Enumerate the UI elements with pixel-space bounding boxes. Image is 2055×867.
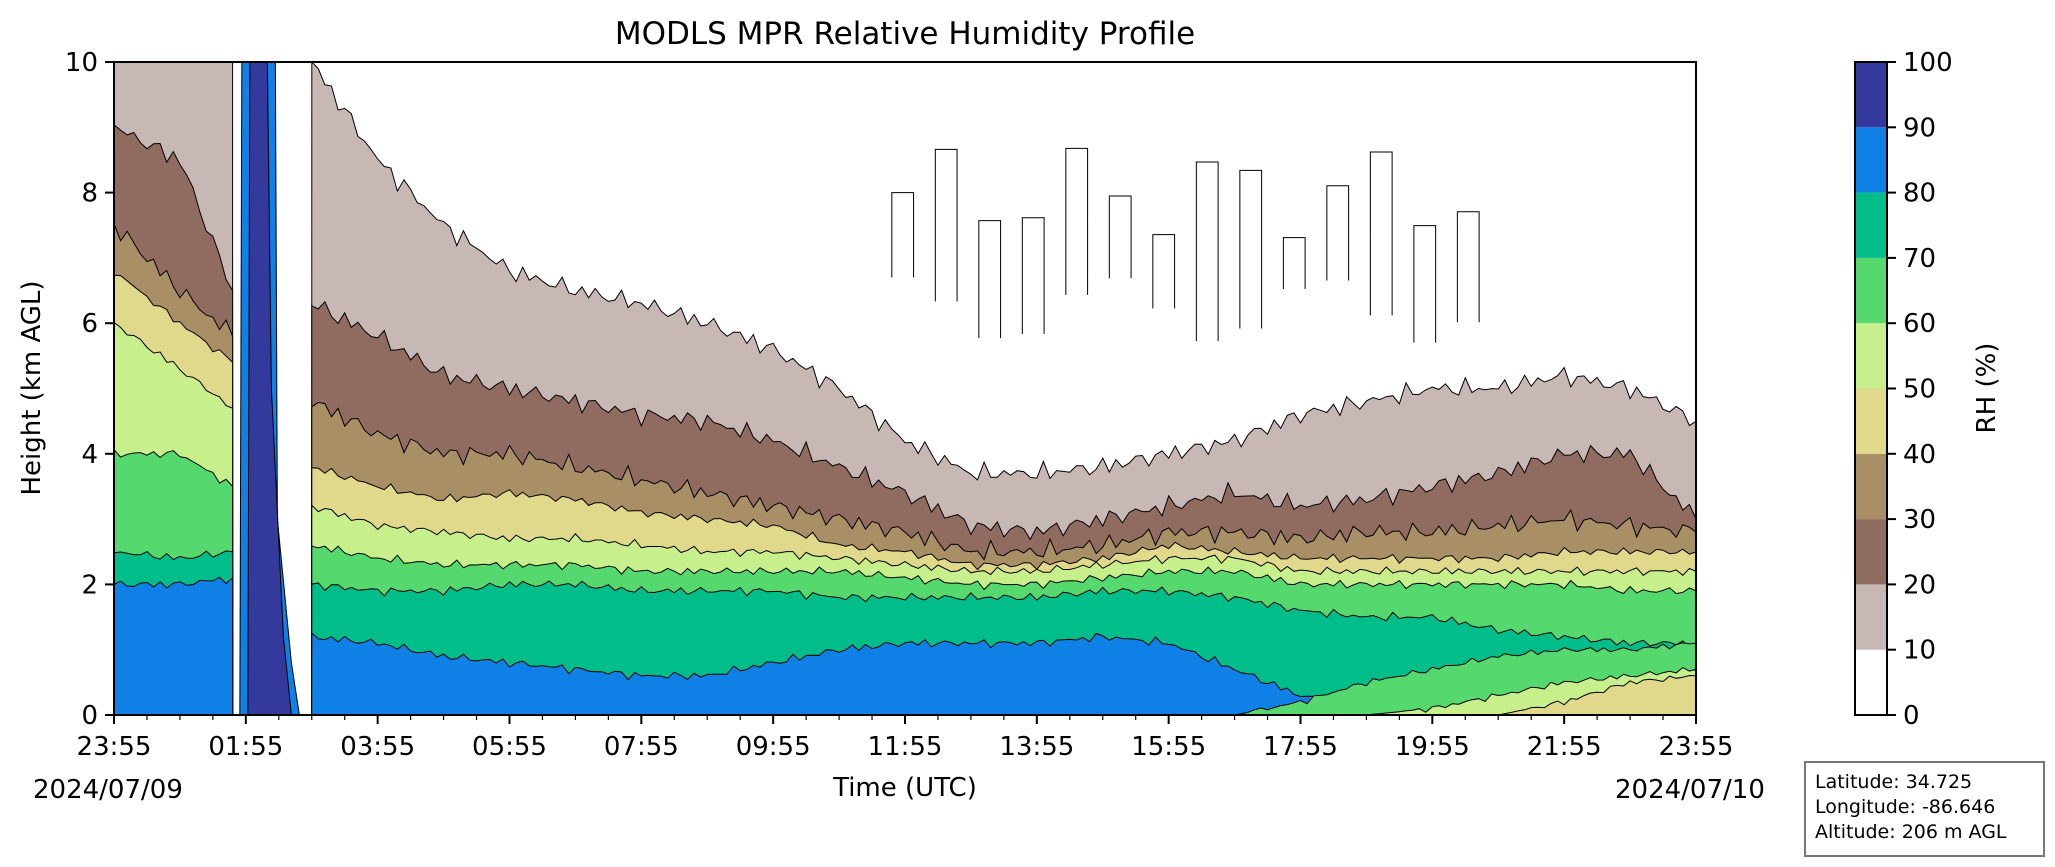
colorbar-swatch: [1855, 127, 1887, 193]
x-tick-label: 21:55: [1527, 732, 1602, 762]
x-tick-label: 03:55: [340, 732, 415, 762]
x-tick-label: 19:55: [1395, 732, 1470, 762]
colorbar-tick-label: 90: [1903, 113, 1936, 143]
colorbar-tick-label: 30: [1903, 505, 1936, 535]
x-tick-label: 23:55: [1659, 732, 1734, 762]
colorbar-tick-label: 40: [1903, 440, 1936, 470]
colorbar-swatch: [1855, 62, 1887, 128]
x-axis-label: Time (UTC): [832, 773, 977, 803]
colorbar-tick-label: 10: [1903, 636, 1936, 666]
colorbar-tick-label: 60: [1903, 309, 1936, 339]
moist-column-core: [247, 62, 292, 715]
y-tick-label: 4: [81, 440, 98, 470]
colorbar-tick-label: 50: [1903, 375, 1936, 405]
colorbar-swatch: [1855, 453, 1887, 520]
latitude-text: Latitude: 34.725: [1815, 771, 1973, 793]
station-info-box: Latitude: 34.725 Longitude: -86.646 Alti…: [1804, 761, 2045, 857]
y-axis: 0 2 4 6 8 10: [65, 48, 114, 731]
band-rh-80-right: [311, 632, 1696, 715]
colorbar-tick-label: 0: [1903, 701, 1920, 731]
start-date-label: 2024/07/09: [33, 775, 183, 805]
x-tick-label: 05:55: [472, 732, 547, 762]
colorbar-tick-label: 80: [1903, 179, 1936, 209]
surface-band-60_boundary: [311, 642, 1696, 715]
band-rh-80-left: [114, 576, 234, 715]
x-tick-label: 13:55: [999, 732, 1074, 762]
colorbar-label: RH (%): [1972, 343, 2002, 434]
y-tick-label: 2: [81, 570, 98, 600]
chart-title: MODLS MPR Relative Humidity Profile: [615, 16, 1195, 52]
end-date-label: 2024/07/10: [1615, 775, 1765, 805]
colorbar: 0 10 20 30 40 50 60 70 80 90 100: [1854, 48, 1953, 731]
colorbar-swatch: [1855, 257, 1887, 324]
colorbar-swatch: [1855, 388, 1887, 454]
colorbar-swatch: [1855, 519, 1887, 585]
colorbar-tick-label: 70: [1903, 244, 1936, 274]
y-axis-label: Height (km AGL): [17, 280, 47, 495]
colorbar-tick-label: 20: [1903, 570, 1936, 600]
y-tick-label: 0: [81, 701, 98, 731]
longitude-text: Longitude: -86.646: [1815, 796, 1996, 818]
plot-area: [114, 62, 1696, 715]
colorbar-swatch: [1855, 192, 1887, 258]
colorbar-swatch: [1855, 649, 1887, 715]
x-tick-label: 17:55: [1263, 732, 1338, 762]
x-tick-label: 11:55: [868, 732, 943, 762]
altitude-text: Altitude: 206 m AGL: [1815, 821, 2007, 843]
upper-contour-outlines: [891, 147, 1480, 343]
x-tick-label: 09:55: [736, 732, 811, 762]
colorbar-tick-label: 100: [1903, 48, 1953, 78]
y-tick-label: 10: [65, 48, 98, 78]
y-tick-label: 8: [81, 179, 98, 209]
x-tick-label: 01:55: [208, 732, 283, 762]
x-tick-label: 07:55: [604, 732, 679, 762]
contour-lines: [891, 147, 1480, 343]
surface-band-40_boundary: [311, 674, 1696, 715]
colorbar-swatch: [1855, 584, 1887, 650]
y-tick-label: 6: [81, 309, 98, 339]
x-axis: 23:55 01:55 03:55 05:55 07:55 09:55 11:55 13:55…: [77, 715, 1734, 762]
colorbar-swatch: [1855, 323, 1887, 389]
x-tick-label: 15:55: [1131, 732, 1206, 762]
x-tick-label: 23:55: [77, 732, 152, 762]
